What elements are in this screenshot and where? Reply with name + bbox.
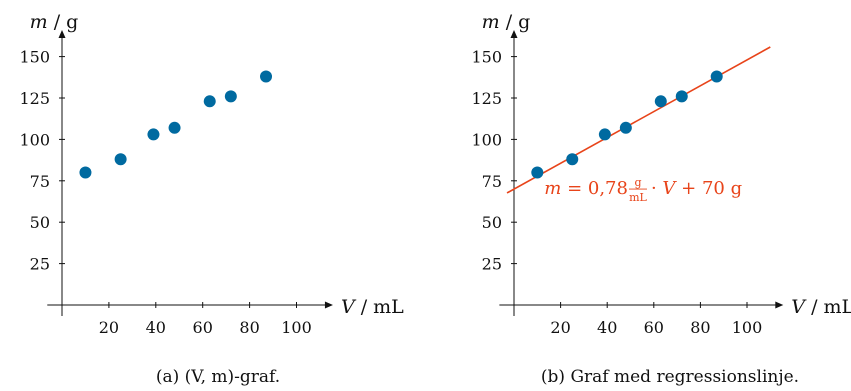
x-tick-label: 80 (239, 318, 259, 337)
y-axis-arrow (510, 30, 518, 39)
regression-fraction-den: mL (629, 191, 647, 204)
y-tick-label: 150 (471, 48, 502, 67)
regression-line (506, 46, 771, 194)
y-tick-label: 75 (482, 172, 502, 191)
chart-a: 20 40 60 80 100 25 50 75 100 125 150 V / mL m / g (a)… (19, 11, 404, 387)
data-point (710, 70, 723, 83)
x-axis-arrow (324, 301, 333, 309)
data-point (654, 95, 667, 108)
x-tick-label: 20 (99, 318, 119, 337)
data-point (619, 121, 632, 134)
x-tick-label: 100 (281, 318, 312, 337)
data-point (168, 121, 181, 134)
y-tick-label: 100 (19, 130, 50, 149)
y-axis-arrow (58, 30, 66, 39)
data-point (224, 90, 237, 103)
x-tick-label: 80 (690, 318, 710, 337)
y-tick-label: 25 (482, 255, 502, 274)
data-point (531, 166, 544, 179)
x-axis-title: V / mL (791, 296, 851, 318)
x-tick-label: 60 (193, 318, 213, 337)
data-point (675, 90, 688, 103)
x-tick-label: 40 (146, 318, 166, 337)
chart-b: 20 40 60 80 100 25 50 75 100 125 150 V / mL m / g m =… (471, 11, 851, 387)
y-tick-label: 50 (30, 213, 50, 232)
y-tick-label: 75 (30, 172, 50, 191)
y-axis-title: m / g (482, 11, 531, 33)
y-tick-label: 50 (482, 213, 502, 232)
y-tick-label: 125 (471, 89, 502, 108)
y-tick-label: 125 (19, 89, 50, 108)
y-tick-label: 25 (30, 255, 50, 274)
data-point (598, 128, 611, 141)
x-tick-label: 40 (597, 318, 617, 337)
data-point (260, 70, 273, 83)
data-point (203, 95, 216, 108)
regression-equation-rest: · V + 70 g (651, 178, 742, 199)
x-tick-label: 60 (644, 318, 664, 337)
regression-fraction-num: g (634, 176, 641, 189)
regression-equation: m = 0,78 (544, 178, 628, 199)
y-axis-title: m / g (30, 11, 79, 33)
chart-caption: (a) (V, m)-graf. (156, 367, 280, 387)
data-point (114, 153, 127, 166)
y-tick-label: 100 (471, 130, 502, 149)
data-point (79, 166, 92, 179)
x-axis-title: V / mL (341, 296, 404, 318)
x-axis-arrow (775, 301, 784, 309)
y-tick-label: 150 (19, 48, 50, 67)
x-tick-label: 20 (550, 318, 570, 337)
data-point (147, 128, 160, 141)
x-tick-label: 100 (732, 318, 763, 337)
data-point (566, 153, 579, 166)
chart-caption: (b) Graf med regressionslinje. (541, 367, 799, 387)
